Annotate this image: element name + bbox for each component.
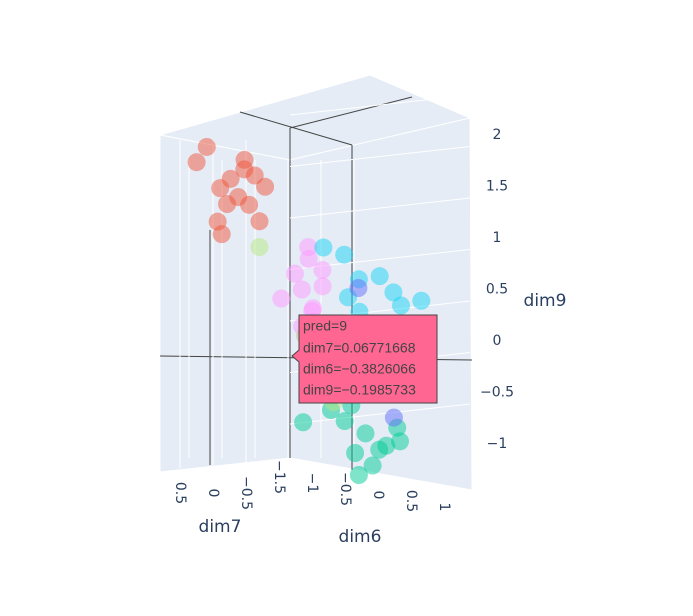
- point: [335, 412, 354, 431]
- point: [256, 177, 275, 196]
- x-axis-title: dim7: [199, 517, 242, 537]
- spike-line: [289, 96, 413, 129]
- tooltip-box: [291, 314, 438, 404]
- y-tick-label: −0.5: [337, 472, 353, 506]
- z-axis-title: dim9: [524, 291, 567, 311]
- z-tick-label: 1.5: [486, 179, 508, 195]
- z-tick-label: −1: [487, 436, 508, 452]
- point: [212, 225, 231, 244]
- tooltip: pred=9 dim7=0.06771668 dim6=−0.3826066 d…: [291, 314, 438, 404]
- point: [240, 195, 259, 214]
- point: [294, 413, 313, 432]
- point: [250, 212, 269, 231]
- point: [313, 277, 332, 296]
- point: [346, 444, 365, 462]
- grid-line: [289, 94, 471, 116]
- y-tick-label: −1.5: [271, 460, 287, 494]
- point: [286, 264, 304, 283]
- point: [235, 150, 254, 169]
- point: [211, 179, 230, 198]
- spike-line: [239, 111, 353, 146]
- tooltip-line: dim6=−0.3826066: [303, 361, 416, 377]
- point: [197, 137, 216, 156]
- y-axis-title: dim6: [339, 527, 382, 547]
- point: [349, 279, 368, 297]
- y-tick-label: 1: [436, 503, 452, 512]
- tooltip-line: pred=9: [303, 318, 347, 334]
- grid-line: [289, 403, 471, 425]
- grid-line: [289, 146, 471, 167]
- x-tick-label: −0.5: [238, 476, 254, 510]
- tooltip-line: dim9=−0.1985733: [303, 382, 416, 398]
- point: [299, 238, 318, 257]
- point: [313, 261, 332, 280]
- point: [314, 238, 333, 257]
- y-tick-label: −1: [304, 473, 320, 494]
- x-tick-label: 0.5: [172, 482, 188, 504]
- point: [384, 408, 403, 427]
- point: [304, 299, 322, 318]
- point: [335, 245, 354, 264]
- point: [250, 238, 269, 257]
- z-tick-label: 1: [493, 230, 502, 246]
- point: [272, 289, 291, 308]
- point: [363, 456, 382, 475]
- point: [370, 267, 389, 286]
- point: [412, 291, 431, 310]
- point: [392, 296, 410, 315]
- tooltip-line: dim7=0.06771668: [303, 340, 416, 356]
- z-tick-label: 0.5: [486, 282, 508, 298]
- point: [391, 432, 409, 451]
- point: [384, 283, 403, 302]
- point: [370, 440, 389, 459]
- z-tick-label: −0.5: [480, 385, 514, 401]
- point: [356, 424, 375, 443]
- z-tick-label: 2: [493, 127, 502, 143]
- y-tick-label: 0: [370, 491, 386, 500]
- y-tick-label: 0.5: [403, 490, 419, 512]
- x-tick-label: 0: [205, 489, 221, 498]
- point: [187, 153, 206, 172]
- grid-line: [289, 197, 471, 219]
- point: [292, 280, 311, 299]
- point: [349, 466, 368, 484]
- z-tick-label: 0: [493, 333, 502, 349]
- point: [218, 195, 237, 213]
- point: [245, 166, 264, 185]
